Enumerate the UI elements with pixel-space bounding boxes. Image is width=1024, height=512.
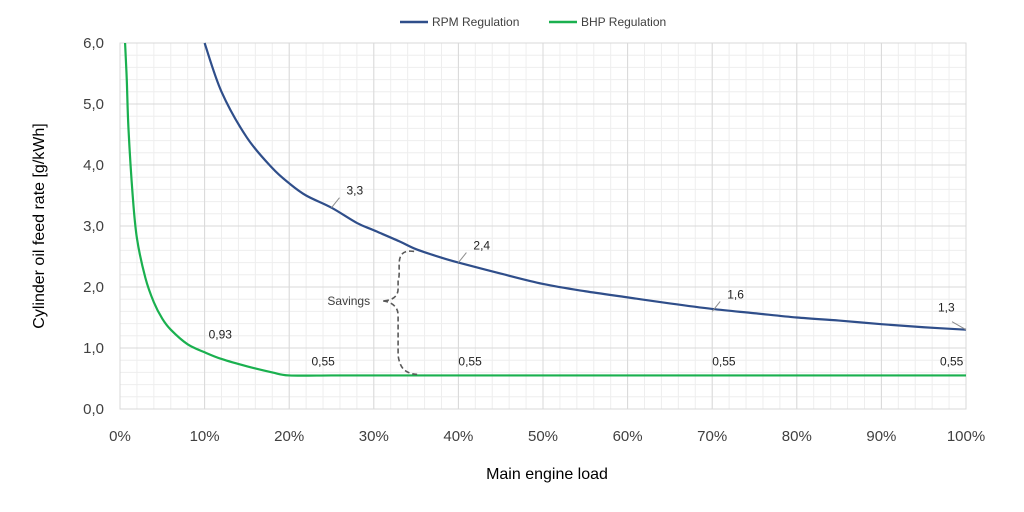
x-tick-label: 90% bbox=[866, 428, 896, 445]
y-axis-title: Cylinder oil feed rate [g/kWh] bbox=[31, 123, 48, 328]
data-label-leader bbox=[711, 301, 721, 312]
y-tick-label: 0,0 bbox=[83, 401, 104, 418]
series-lines bbox=[123, 42, 967, 377]
legend-label-rpm: RPM Regulation bbox=[432, 15, 519, 29]
x-tick-label: 70% bbox=[697, 428, 727, 445]
data-label-leader bbox=[331, 197, 340, 209]
data-label-leader bbox=[951, 321, 967, 331]
data-label-leader bbox=[458, 252, 467, 263]
data-label: 0,55 bbox=[940, 354, 964, 368]
y-tick-label: 1,0 bbox=[83, 340, 104, 357]
x-tick-label: 60% bbox=[613, 428, 643, 445]
x-tick-label: 0% bbox=[109, 428, 131, 445]
data-label: 0,93 bbox=[209, 327, 233, 341]
x-tick-label: 10% bbox=[190, 428, 220, 445]
savings-brace bbox=[382, 250, 418, 376]
data-label: 0,55 bbox=[458, 354, 482, 368]
x-tick-label: 30% bbox=[359, 428, 389, 445]
x-tick-labels: 0% 10% 20% 30% 40% 50% 60% 70% 80% 90% 100% bbox=[109, 428, 985, 445]
data-label: 2,4 bbox=[473, 239, 490, 253]
major-grid bbox=[119, 42, 967, 410]
y-tick-label: 6,0 bbox=[83, 35, 104, 52]
savings-annotation: Savings bbox=[327, 250, 418, 376]
y-tick-label: 2,0 bbox=[83, 279, 104, 296]
x-tick-label: 80% bbox=[782, 428, 812, 445]
x-tick-label: 50% bbox=[528, 428, 558, 445]
legend-label-bhp: BHP Regulation bbox=[581, 15, 666, 29]
data-label: 1,3 bbox=[938, 301, 955, 315]
x-axis-title: Main engine load bbox=[486, 466, 608, 483]
y-tick-label: 4,0 bbox=[83, 157, 104, 174]
y-tick-label: 3,0 bbox=[83, 218, 104, 235]
plot-border bbox=[119, 42, 967, 410]
x-tick-label: 100% bbox=[947, 428, 985, 445]
x-tick-label: 40% bbox=[443, 428, 473, 445]
legend: RPM Regulation BHP Regulation bbox=[400, 15, 666, 29]
x-tick-label: 20% bbox=[274, 428, 304, 445]
data-label: 1,6 bbox=[727, 287, 744, 301]
data-label: 0,55 bbox=[312, 354, 336, 368]
series-line-bhp bbox=[123, 42, 966, 377]
y-tick-label: 5,0 bbox=[83, 96, 104, 113]
data-label: 3,3 bbox=[347, 184, 364, 198]
data-label: 0,55 bbox=[712, 354, 736, 368]
savings-label: Savings bbox=[327, 294, 370, 308]
data-labels: 3,3 2,4 1,6 1,3 0,93 0,55 0,55 0,55 0,55 bbox=[209, 184, 967, 368]
y-tick-labels: 0,0 1,0 2,0 3,0 4,0 5,0 6,0 bbox=[83, 35, 104, 418]
